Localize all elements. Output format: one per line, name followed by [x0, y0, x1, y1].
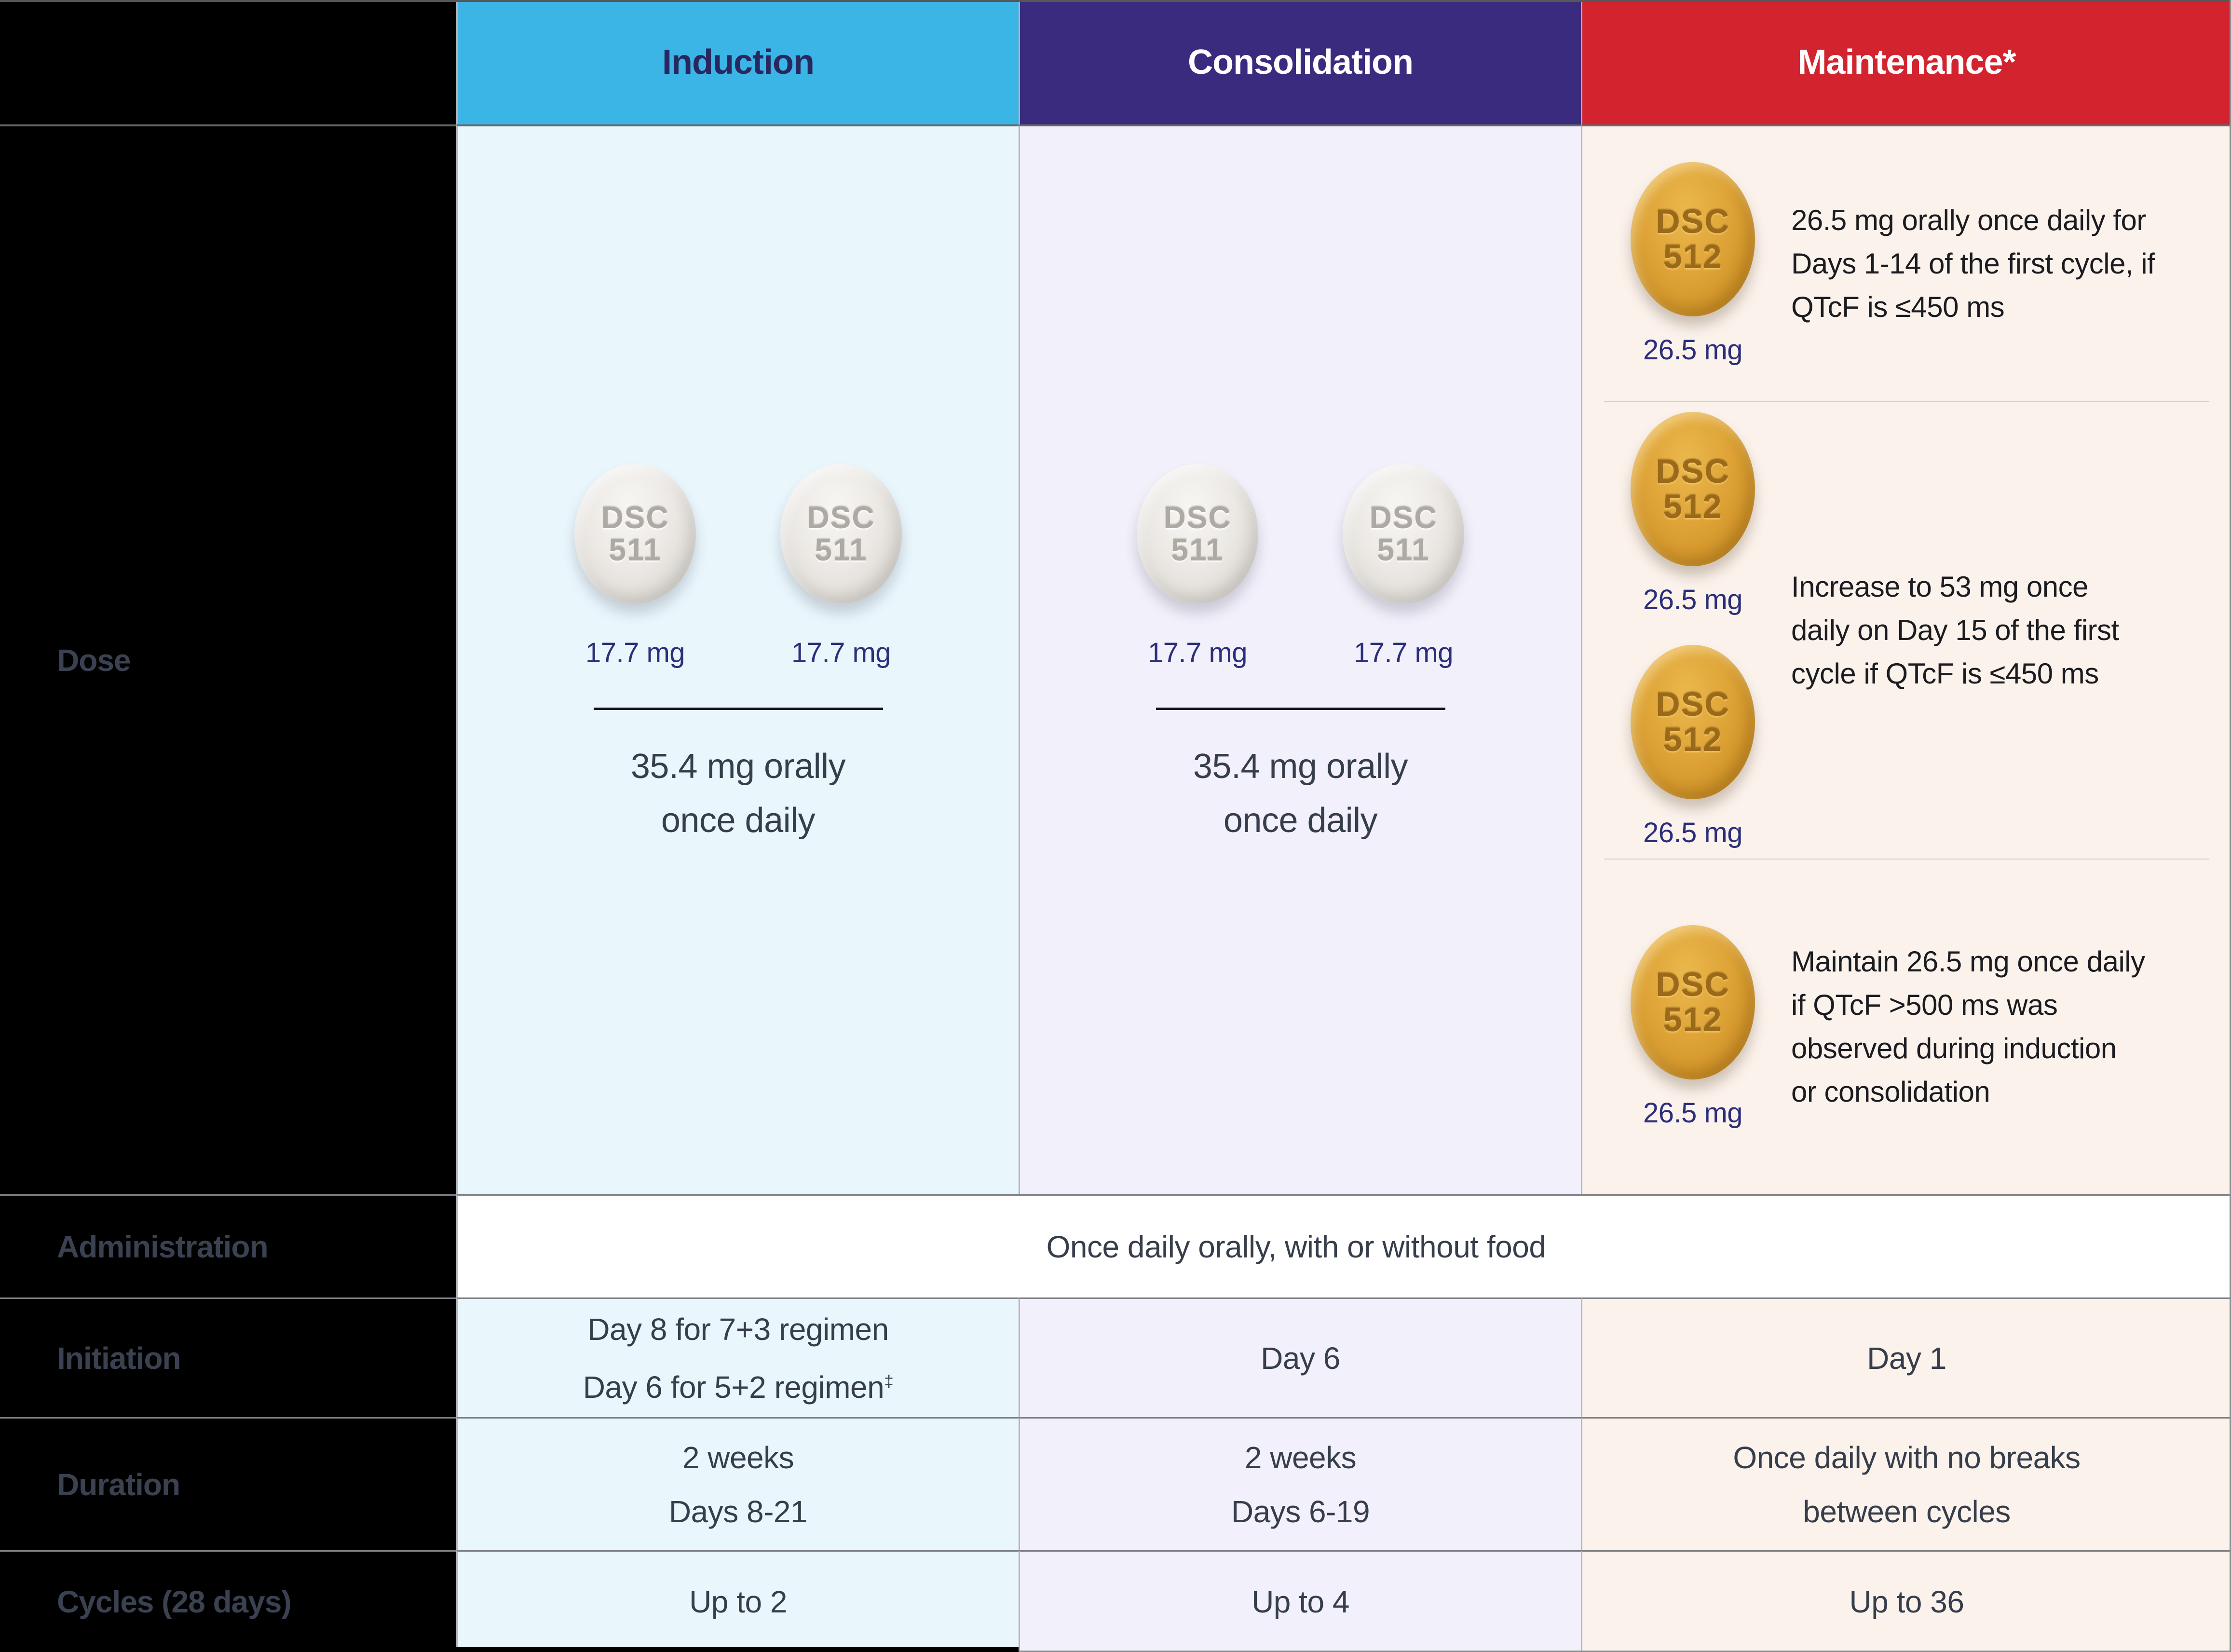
pill-unit: DSC 512 26.5 mg	[1631, 412, 1755, 616]
pill-dsc-512-image: DSC 512	[1631, 645, 1755, 799]
pill-imprint: 511	[1171, 532, 1224, 567]
pill-dsc-512-image: DSC 512	[1631, 925, 1755, 1079]
pill-dsc-511-image: DSC 511	[574, 464, 696, 604]
pill-imprint: DSC	[1656, 965, 1730, 1003]
duration-cell-induction: 2 weeks Days 8-21	[456, 1417, 1019, 1550]
maintenance-section-increase: DSC 512 26.5 mg DSC 512 26.5 mg Increase…	[1582, 402, 2231, 859]
pill-strength-label: 17.7 mg	[585, 637, 685, 669]
maintenance-text-initial: 26.5 mg orally once daily for Days 1-14 …	[1791, 204, 2155, 323]
pill-imprint: 512	[1663, 488, 1723, 525]
column-header-induction-label: Induction	[662, 43, 815, 82]
row-label-administration: Administration	[0, 1194, 456, 1297]
pill-imprint: DSC	[1163, 500, 1232, 535]
row-label-cycles: Cycles (28 days)	[0, 1550, 456, 1652]
pill-imprint: 512	[1663, 237, 1723, 275]
pill-dsc-512-image: DSC 512	[1631, 412, 1755, 566]
pill-unit: DSC 512 26.5 mg	[1631, 925, 1755, 1129]
pill-unit: DSC 512 26.5 mg	[1631, 162, 1755, 366]
table-right-border	[2230, 0, 2231, 1652]
pill-unit: DSC 511 17.7 mg	[1343, 464, 1464, 669]
corner-cell	[0, 0, 456, 124]
column-header-consolidation: Consolidation	[1019, 0, 1581, 124]
pill-dsc-512-image: DSC 512	[1631, 162, 1755, 316]
dose-total-induction: 35.4 mg orally once daily	[630, 747, 846, 840]
administration-cell: Once daily orally, with or without food	[456, 1194, 2231, 1297]
row-label-dose: Dose	[0, 124, 456, 1194]
pill-dsc-511-image: DSC 511	[1137, 464, 1258, 604]
pill-dsc-511-image: DSC 511	[1343, 464, 1464, 604]
pill-strength-label: 26.5 mg	[1643, 334, 1743, 366]
pill-row: DSC 511 17.7 mg DSC 511 17.7 mg	[574, 464, 902, 669]
cycles-cell-consolidation: Up to 4	[1019, 1550, 1581, 1652]
section-divider	[1604, 859, 2209, 860]
row-label-initiation: Initiation	[0, 1297, 456, 1417]
dose-cell-consolidation: DSC 511 17.7 mg DSC 511 17.7 mg 35.4 mg …	[1019, 124, 1581, 1194]
pill-strength-label: 26.5 mg	[1643, 1097, 1743, 1129]
column-header-maintenance-label: Maintenance*	[1797, 43, 2016, 82]
pill-unit: DSC 511 17.7 mg	[574, 464, 696, 669]
pill-imprint: DSC	[807, 500, 875, 535]
cycles-cell-maintenance: Up to 36	[1581, 1550, 2231, 1652]
pill-imprint: 511	[609, 532, 662, 567]
pill-strength-label: 17.7 mg	[1353, 637, 1454, 669]
initiation-induction-line1: Day 8 for 7+3 regimen	[587, 1311, 889, 1347]
pill-unit: DSC 512 26.5 mg	[1631, 645, 1755, 849]
column-header-induction: Induction	[456, 0, 1019, 124]
maintenance-text-maintain: Maintain 26.5 mg once daily if QTcF >500…	[1791, 945, 2145, 1108]
table-top-border	[0, 0, 2231, 2]
bottom-black-bar	[0, 1647, 1019, 1652]
pill-strength-label: 17.7 mg	[791, 637, 891, 669]
initiation-cell-consolidation: Day 6	[1019, 1297, 1581, 1417]
initiation-cell-maintenance: Day 1	[1581, 1297, 2231, 1417]
maintenance-section-maintain: DSC 512 26.5 mg Maintain 26.5 mg once da…	[1582, 860, 2231, 1194]
pill-dsc-511-image: DSC 511	[780, 464, 902, 604]
pill-row: DSC 511 17.7 mg DSC 511 17.7 mg	[1137, 464, 1464, 669]
dose-cell-induction: DSC 511 17.7 mg DSC 511 17.7 mg 35.4 mg …	[456, 124, 1019, 1194]
pill-column: DSC 512 26.5 mg DSC 512 26.5 mg	[1631, 412, 1755, 849]
pill-imprint: DSC	[1656, 452, 1730, 491]
footnote-marker: ‡	[884, 1372, 894, 1391]
table-bottom-border	[0, 1651, 2231, 1652]
pill-imprint: DSC	[601, 500, 669, 535]
pill-unit: DSC 511 17.7 mg	[780, 464, 902, 669]
initiation-cell-induction: Day 8 for 7+3 regimen Day 6 for 5+2 regi…	[456, 1297, 1019, 1417]
pill-imprint: DSC	[1656, 685, 1730, 724]
sum-divider-line	[593, 708, 883, 710]
maintenance-text-increase: Increase to 53 mg once daily on Day 15 o…	[1791, 571, 2119, 690]
maintenance-section-initial: DSC 512 26.5 mg 26.5 mg orally once dail…	[1582, 126, 2231, 401]
pill-unit: DSC 511 17.7 mg	[1137, 464, 1258, 669]
sum-divider-line	[1156, 708, 1445, 710]
duration-cell-maintenance: Once daily with no breaks between cycles	[1581, 1417, 2231, 1550]
pill-imprint: DSC	[1656, 202, 1730, 240]
dose-total-consolidation: 35.4 mg orally once daily	[1193, 747, 1408, 840]
column-header-maintenance: Maintenance*	[1581, 0, 2231, 124]
row-label-duration: Duration	[0, 1417, 456, 1550]
pill-imprint: 512	[1663, 721, 1723, 758]
pill-imprint: 512	[1663, 1000, 1723, 1038]
pill-imprint: DSC	[1369, 500, 1438, 535]
column-header-consolidation-label: Consolidation	[1188, 43, 1414, 82]
pill-strength-label: 26.5 mg	[1643, 817, 1743, 848]
pill-imprint: 511	[1377, 532, 1430, 567]
pill-strength-label: 17.7 mg	[1147, 637, 1248, 669]
pill-strength-label: 26.5 mg	[1643, 584, 1743, 615]
section-divider	[1604, 401, 2209, 402]
initiation-induction-line2: Day 6 for 5+2 regimen‡	[583, 1369, 894, 1405]
pill-imprint: 511	[815, 532, 868, 567]
cycles-cell-induction: Up to 2	[456, 1550, 1019, 1652]
dose-cell-maintenance: DSC 512 26.5 mg 26.5 mg orally once dail…	[1581, 124, 2231, 1194]
duration-cell-consolidation: 2 weeks Days 6-19	[1019, 1417, 1581, 1550]
